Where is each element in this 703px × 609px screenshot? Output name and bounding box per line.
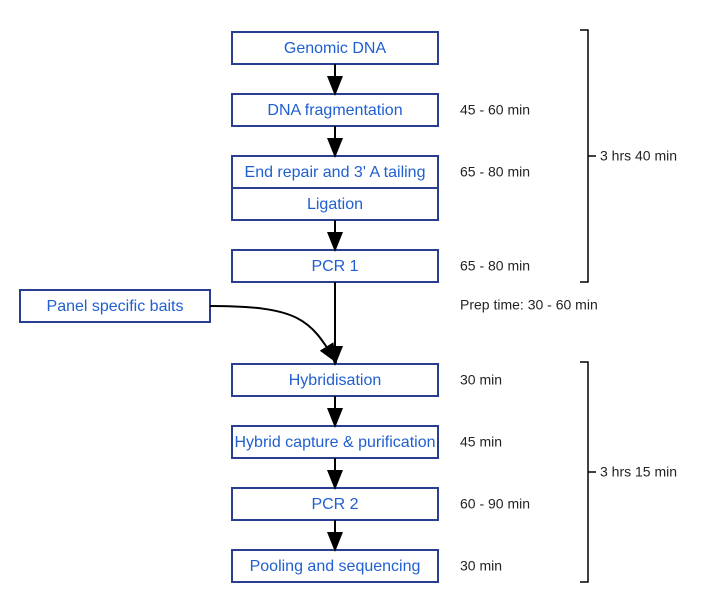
step-time-fragmentation: 45 - 60 min	[460, 102, 530, 118]
step-label-end-repair: End repair and 3' A tailing	[245, 164, 426, 181]
step-label-ligation: Ligation	[307, 196, 363, 213]
step-hybridisation: Hybridisation 30 min	[232, 364, 502, 396]
bracket-top	[580, 30, 596, 282]
step-label-pooling: Pooling and sequencing	[250, 558, 421, 575]
step-time-pooling: 30 min	[460, 558, 502, 574]
step-time-pcr2: 60 - 90 min	[460, 496, 530, 512]
step-end-repair: End repair and 3' A tailing 65 - 80 min	[232, 156, 530, 188]
bracket-bottom	[580, 362, 596, 582]
step-label-hybridisation: Hybridisation	[289, 372, 381, 389]
step-label-pcr1: PCR 1	[311, 258, 358, 275]
step-label-genomic-dna: Genomic DNA	[284, 40, 387, 57]
bracket-bottom-label: 3 hrs 15 min	[600, 464, 677, 480]
step-capture: Hybrid capture & purification 45 min	[232, 426, 502, 458]
step-label-capture: Hybrid capture & purification	[235, 434, 436, 451]
side-box-baits: Panel specific baits	[20, 290, 210, 322]
step-time-pcr1: 65 - 80 min	[460, 258, 530, 274]
step-label-fragmentation: DNA fragmentation	[267, 102, 402, 119]
curve-baits-to-hybridisation	[210, 306, 335, 360]
bracket-top-label: 3 hrs 40 min	[600, 148, 677, 164]
step-genomic-dna: Genomic DNA	[232, 32, 438, 64]
side-box-label-baits: Panel specific baits	[47, 298, 184, 315]
step-time-hybridisation: 30 min	[460, 372, 502, 388]
step-label-pcr2: PCR 2	[311, 496, 358, 513]
step-ligation: Ligation	[232, 188, 438, 220]
step-pcr2: PCR 2 60 - 90 min	[232, 488, 530, 520]
prep-time-label: Prep time: 30 - 60 min	[460, 297, 598, 313]
step-fragmentation: DNA fragmentation 45 - 60 min	[232, 94, 530, 126]
step-pcr1: PCR 1 65 - 80 min	[232, 250, 530, 282]
step-time-end-repair: 65 - 80 min	[460, 164, 530, 180]
step-time-capture: 45 min	[460, 434, 502, 450]
step-pooling: Pooling and sequencing 30 min	[232, 550, 502, 582]
